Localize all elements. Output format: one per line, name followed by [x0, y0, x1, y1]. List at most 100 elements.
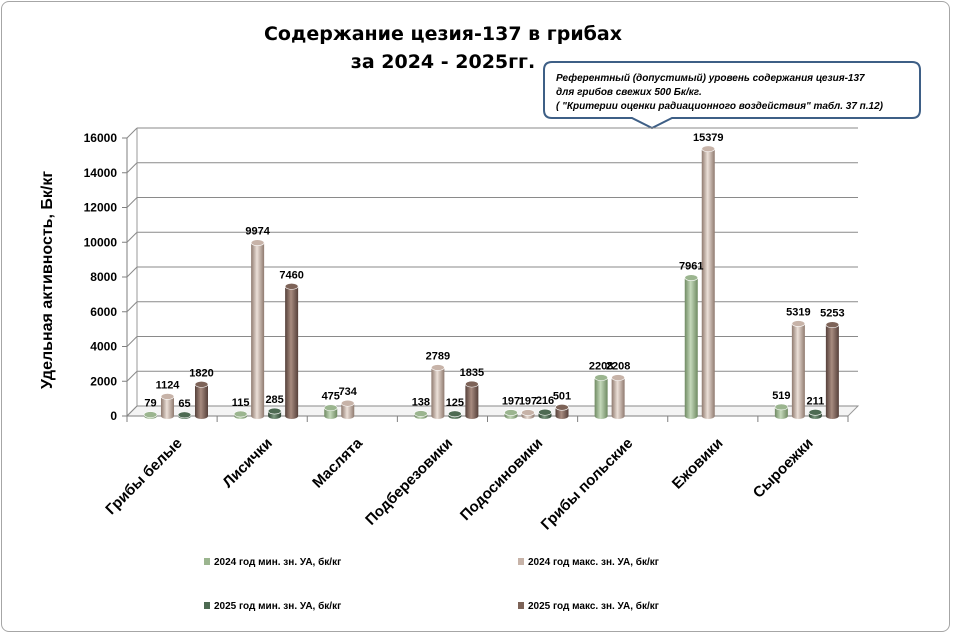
y-tick-label: 4000 — [90, 340, 117, 354]
gridline-slant — [126, 370, 138, 382]
bar — [448, 413, 462, 419]
legend-swatch — [518, 558, 524, 565]
bar-top — [143, 411, 158, 418]
bar — [285, 286, 299, 419]
y-axis-label: Удельная активность, Бк/кг — [39, 171, 56, 389]
legend: 2024 год мин. зн. УА, бк/кг 2024 год макс… — [204, 556, 659, 612]
reference-callout: Референтный (допустимый) уровень содержа… — [543, 61, 921, 130]
gridline-slant — [126, 162, 138, 174]
gridline-slant — [126, 197, 138, 208]
bar — [465, 384, 479, 419]
data-label: 1124 — [156, 379, 181, 391]
legend-swatch — [204, 602, 210, 609]
callout-line3: ( "Критерии оценки радиационного воздейс… — [556, 100, 884, 112]
bar-top — [431, 364, 445, 371]
data-label: 211 — [807, 395, 825, 407]
bar-top — [504, 409, 518, 416]
bar — [234, 414, 248, 419]
data-label: 79 — [144, 398, 156, 410]
data-label: 15379 — [693, 132, 724, 144]
bar-top — [284, 283, 299, 290]
bar — [178, 414, 191, 419]
bar — [195, 384, 208, 419]
data-label: 9974 — [245, 226, 270, 238]
y-tick-label: 16000 — [84, 131, 118, 145]
data-label: 65 — [178, 398, 190, 410]
bar-top — [465, 380, 479, 388]
bar — [825, 324, 839, 419]
y-tick-label: 2000 — [90, 374, 117, 388]
gridline-slant — [126, 405, 138, 417]
bar-top — [611, 374, 625, 381]
bar — [414, 413, 428, 419]
category-label: Грибы польские — [538, 435, 637, 534]
bar-top — [701, 145, 716, 153]
data-label: 7961 — [679, 261, 703, 273]
data-label: 285 — [265, 394, 283, 406]
bar — [684, 277, 698, 419]
legend-entry: 2025 год макс. зн. УА, бк/кг — [528, 600, 659, 612]
data-label: 1835 — [460, 367, 484, 379]
bar-top — [340, 399, 355, 407]
bar — [161, 396, 174, 419]
data-label: 197 — [502, 396, 520, 408]
bar-top — [250, 239, 265, 247]
data-label: 1820 — [189, 367, 213, 379]
legend-entry: 2024 год макс. зн. УА, бк/кг — [528, 556, 659, 568]
bar-top — [684, 274, 699, 281]
bar-top — [521, 409, 535, 416]
data-label: 115 — [232, 397, 250, 409]
y-tick-label: 0 — [110, 409, 117, 423]
data-label: 5319 — [786, 307, 810, 319]
bar-top — [808, 409, 823, 416]
bar-top — [160, 393, 175, 400]
bar — [701, 148, 715, 420]
category-label: Подосиновики — [457, 435, 546, 524]
gridline-slant — [126, 301, 138, 313]
grid-lines — [122, 127, 860, 422]
gridline-slant — [126, 336, 138, 347]
callout-line1: Референтный (допустимый) уровень содержа… — [556, 72, 865, 84]
legend-entry: 2025 год мин. зн. УА, бк/кг — [214, 600, 341, 612]
category-label: Ежовики — [669, 435, 727, 493]
data-label: 2789 — [426, 351, 450, 363]
category-label: Подберезовики — [362, 435, 456, 529]
category-label: Грибы белые — [102, 435, 185, 518]
bar — [431, 367, 445, 419]
bar-top — [774, 403, 789, 411]
callout-box — [543, 61, 921, 130]
legend-swatch — [204, 558, 210, 565]
chart-title-line1: Содержание цезия-137 в грибах — [264, 23, 622, 45]
callout-line2: для грибов свежих 500 Бк/кг. — [556, 86, 702, 98]
data-label: 216 — [536, 395, 554, 407]
bar-top — [555, 403, 569, 411]
bar — [251, 242, 265, 419]
bars — [143, 145, 840, 420]
data-label: 475 — [322, 391, 340, 403]
category-label: Сыроежки — [750, 435, 817, 502]
data-label: 5253 — [820, 308, 844, 320]
category-label: Маслята — [309, 434, 366, 491]
y-tick-labels: 0 2000 4000 6000 8000 10000 12000 14000 16000 — [84, 131, 118, 423]
data-label: 125 — [446, 397, 464, 409]
bar — [594, 377, 608, 419]
category-label: Лисички — [219, 435, 275, 491]
bar-top — [177, 411, 192, 419]
y-tick-label: 12000 — [84, 201, 118, 215]
gridline-slant — [126, 266, 138, 278]
y-tick-label: 14000 — [84, 166, 118, 180]
bar-top — [791, 320, 806, 327]
data-label: 501 — [553, 390, 571, 402]
data-label: 734 — [339, 386, 358, 398]
bar — [144, 414, 157, 419]
y-tick-label: 8000 — [90, 270, 117, 284]
bar-top — [233, 410, 248, 418]
bar-top — [448, 410, 462, 418]
bar — [808, 412, 822, 419]
y-tick-label: 6000 — [90, 305, 117, 319]
legend-swatch — [518, 602, 524, 609]
bar-top — [323, 404, 338, 412]
bar-top — [594, 374, 608, 381]
